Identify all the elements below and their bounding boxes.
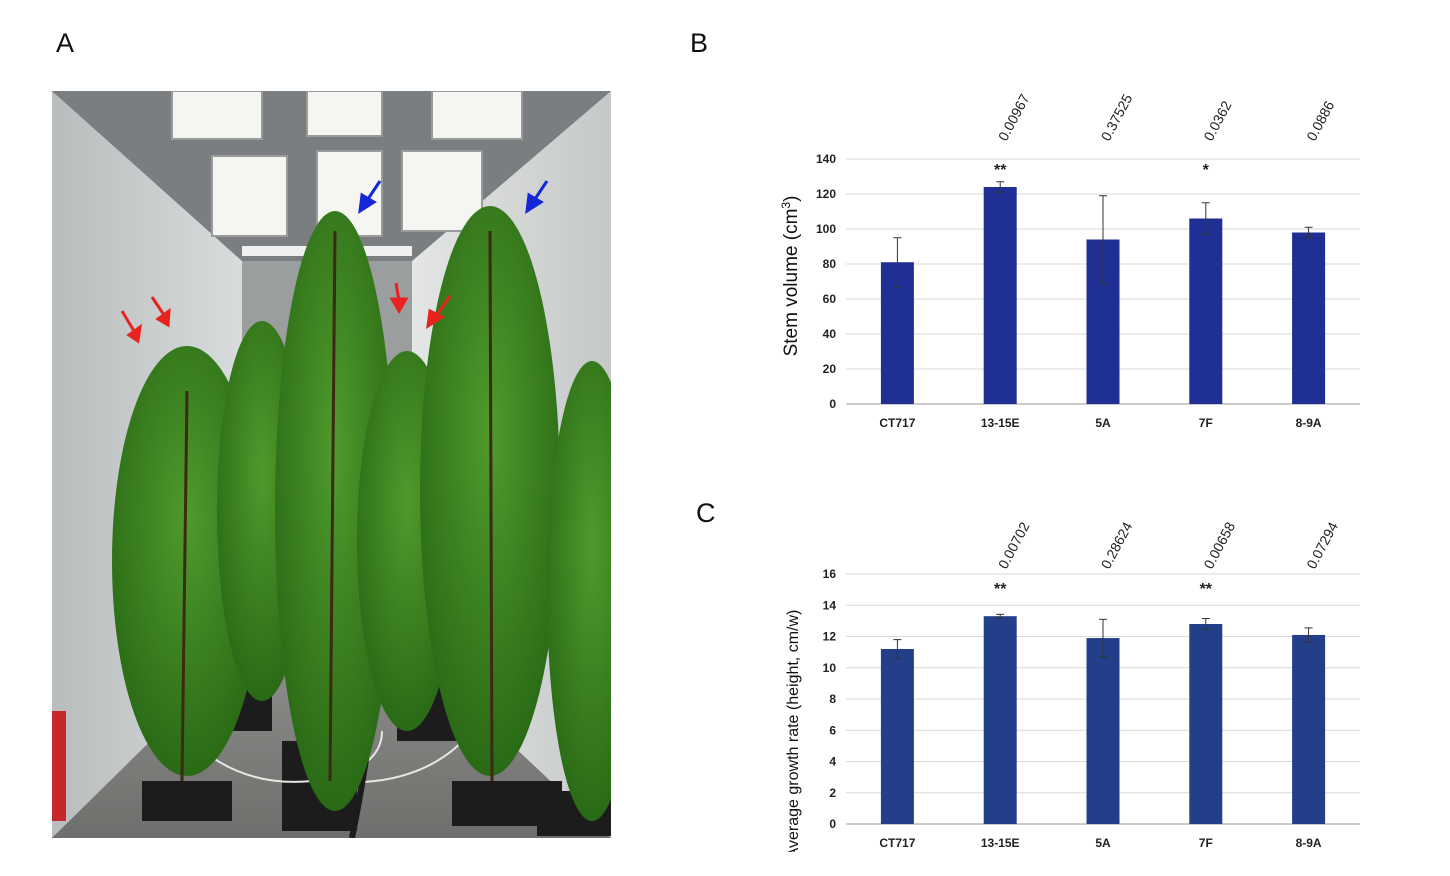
y-tick-label: 0 — [829, 817, 836, 831]
y-tick-label: 80 — [823, 257, 837, 271]
y-tick-label: 12 — [823, 630, 837, 644]
panel-label-c: C — [696, 498, 716, 528]
panel-label-a: A — [56, 28, 75, 58]
y-tick-label: 100 — [816, 222, 836, 236]
p-value-label: 0.28624 — [1098, 519, 1136, 571]
significance-label: * — [1203, 162, 1210, 179]
growth-chamber-photo — [52, 91, 611, 838]
bar-8-9A — [1292, 634, 1326, 824]
y-tick-label: 8 — [829, 692, 836, 706]
x-tick-label: 13-15E — [981, 836, 1020, 850]
y-tick-label: 60 — [823, 292, 837, 306]
y-tick-label: 0 — [829, 397, 836, 411]
y-tick-label: 40 — [823, 327, 837, 341]
x-tick-label: CT717 — [879, 836, 915, 850]
bar-13-15E — [983, 187, 1017, 404]
error-bar — [1099, 618, 1107, 658]
bar-7F — [1189, 624, 1223, 824]
error-bar — [996, 613, 1005, 619]
significance-label: ** — [994, 162, 1007, 179]
bar-5A — [1086, 638, 1120, 824]
p-value-label: 0.00702 — [995, 519, 1033, 571]
error-bar — [893, 639, 902, 659]
bar-7F — [1189, 218, 1223, 404]
x-tick-label: 5A — [1095, 416, 1111, 430]
y-tick-label: 120 — [816, 187, 836, 201]
x-tick-label: 8-9A — [1296, 416, 1322, 430]
growth-rate-chart: Average growth rate (height, cm/w) 0 2 4 6 8… — [785, 519, 1360, 852]
x-tick-label: 5A — [1095, 836, 1111, 850]
p-value-label: 0.0362 — [1200, 98, 1234, 144]
x-tick-label: 7F — [1199, 836, 1213, 850]
y-tick-label: 6 — [829, 723, 836, 737]
y-tick-label: 140 — [816, 152, 836, 166]
y-tick-label: 10 — [823, 661, 837, 675]
error-bar — [996, 181, 1005, 193]
x-tick-label: 7F — [1199, 416, 1213, 430]
error-bar — [893, 237, 902, 288]
error-bar — [1201, 618, 1210, 630]
x-tick-label: 13-15E — [981, 416, 1020, 430]
error-bar — [1201, 202, 1210, 235]
p-value-label: 0.37525 — [1098, 91, 1136, 143]
p-value-label: 0.0886 — [1303, 98, 1337, 144]
x-tick-label: CT717 — [879, 416, 915, 430]
significance-label: ** — [1200, 581, 1213, 598]
y-tick-label: 20 — [823, 362, 837, 376]
bar-8-9A — [1292, 232, 1326, 404]
y-tick-label: 14 — [823, 598, 837, 612]
p-value-label: 0.00658 — [1200, 519, 1238, 571]
error-bar — [1304, 627, 1313, 643]
y-tick-label: 2 — [829, 786, 836, 800]
error-bar — [1304, 226, 1313, 239]
bar-CT717 — [880, 649, 914, 824]
panel-label-b: B — [690, 28, 709, 58]
significance-label: ** — [994, 581, 1007, 598]
error-bar — [1099, 195, 1107, 284]
chart-b-ylabel: Stem volume (cm3) — [779, 196, 802, 357]
stem-volume-chart: Stem volume (cm3) 0 20 40 60 80 100 120 140 CT71… — [779, 91, 1360, 430]
p-value-label: 0.07294 — [1303, 519, 1341, 571]
x-tick-label: 8-9A — [1296, 836, 1322, 850]
bar-13-15E — [983, 616, 1017, 824]
p-value-label: 0.00967 — [995, 91, 1033, 143]
y-tick-label: 4 — [829, 755, 836, 769]
chart-c-ylabel: Average growth rate (height, cm/w) — [785, 610, 802, 852]
y-tick-label: 16 — [823, 567, 837, 581]
